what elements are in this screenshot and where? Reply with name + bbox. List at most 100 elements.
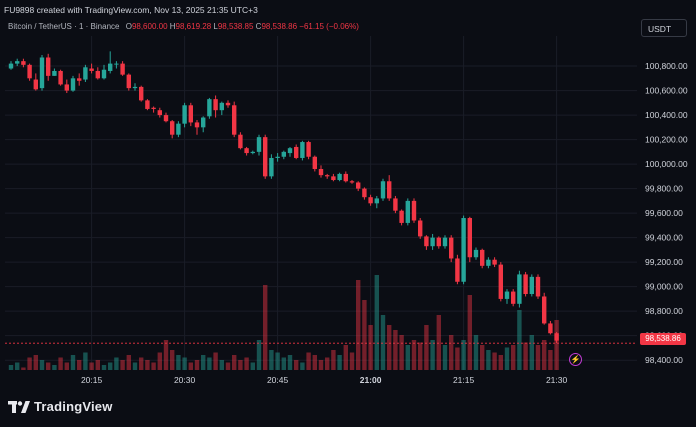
symbol-label: Bitcoin / TetherUS · 1 · Binance [8,22,120,31]
volume-bar [58,357,63,370]
candle-body [151,107,156,109]
volume-bar [163,340,169,370]
candle-body [52,70,57,76]
volume-bar [405,345,410,370]
volume-bar [151,362,156,370]
candle-body [318,169,324,176]
volume-bar [411,340,417,370]
change-value: −61.15 (−0.06%) [299,22,359,31]
volume-bar [473,335,479,370]
candle-body [145,100,150,109]
close-label: C [255,22,262,31]
volume-bar [132,362,138,370]
candle-body [306,142,311,157]
candle-body [219,102,224,111]
time-axis[interactable]: 20:15 20:30 20:45 21:00 21:15 21:30 [81,375,568,385]
candle-body [213,99,218,111]
volume-bar [312,355,317,370]
time-tick-label: 20:30 [174,375,196,385]
candle-body [554,333,559,341]
candle-body [455,258,460,282]
candle-body [424,236,429,247]
candle-body [194,122,200,128]
candle-body [517,274,522,304]
volume-bars [8,275,559,370]
candle-body [535,276,541,297]
candle-body [263,137,268,177]
volume-bar [244,357,249,370]
volume-bar [523,342,528,370]
candle-body [473,249,479,258]
candle-body [201,117,206,128]
candle-body [542,296,547,324]
volume-bar [548,350,553,370]
lightning-icon[interactable]: ⚡ [569,353,582,366]
price-tick-label: 100,200.00 [645,135,688,145]
volume-bar [467,295,472,370]
volume-bar [238,360,243,370]
open-value: 98,600.00 [131,22,168,31]
candle-body [101,69,107,79]
volume-bar [387,325,392,370]
price-axis[interactable]: 98,400.0098,600.0098,800.0099,000.0099,2… [645,61,688,365]
candle-body [349,181,355,183]
candle-body [442,237,448,247]
candle-body [188,105,193,123]
volume-bar [554,320,559,370]
candle-body [325,175,330,177]
volume-bar [194,360,200,370]
candle-body [232,105,237,135]
candle-body [275,156,280,158]
candle-body [511,291,516,304]
low-value: 98,538.85 [217,22,254,31]
brand-name: TradingView [34,399,113,414]
candle-body [281,151,286,157]
close-value: 98,538.86 [261,22,298,31]
candle-body [77,78,82,81]
time-tick-label: 21:15 [453,375,475,385]
price-tick-label: 100,400.00 [645,110,688,120]
price-tick-label: 99,800.00 [645,184,683,194]
volume-bar [511,345,516,370]
price-tick-label: 99,000.00 [645,282,683,292]
candle-body [108,63,113,71]
tradingview-logo[interactable]: TradingView [8,399,113,414]
volume-bar [442,345,448,370]
candle-body [15,61,20,64]
volume-bar [114,357,119,370]
candle-body [486,259,491,266]
candle-body [405,200,410,223]
volume-bar [517,310,522,370]
volume-bar [455,347,460,370]
candle-body [368,197,373,204]
volume-bar [529,335,534,370]
volume-bar [281,357,286,370]
candle-body [449,237,454,259]
chart-credit: FU9898 created with TradingView.com, Nov… [4,5,258,15]
chart-grid [5,36,637,370]
volume-bar [287,355,293,370]
candle-body [95,70,100,79]
volume-bar [486,350,491,370]
candle-body [58,70,63,85]
candle-body [33,79,38,90]
volume-bar [250,362,255,370]
candle-body [120,63,125,75]
candle-body [331,176,336,181]
candle-body [8,63,14,69]
ohlc-legend: Bitcoin / TetherUS · 1 · Binance O98,600… [8,22,359,31]
volume-bar [362,300,367,370]
candle-body [287,148,293,154]
volume-bar [480,345,485,370]
candle-body [114,63,119,65]
candle-body [418,220,423,237]
volume-bar [225,362,231,370]
currency-button[interactable]: USDT [641,19,687,37]
volume-bar [232,355,237,370]
time-tick-label: 21:30 [546,375,568,385]
volume-bar [380,315,386,370]
volume-bar [269,350,274,370]
candle-body [70,78,76,91]
high-value: 98,619.28 [175,22,212,31]
